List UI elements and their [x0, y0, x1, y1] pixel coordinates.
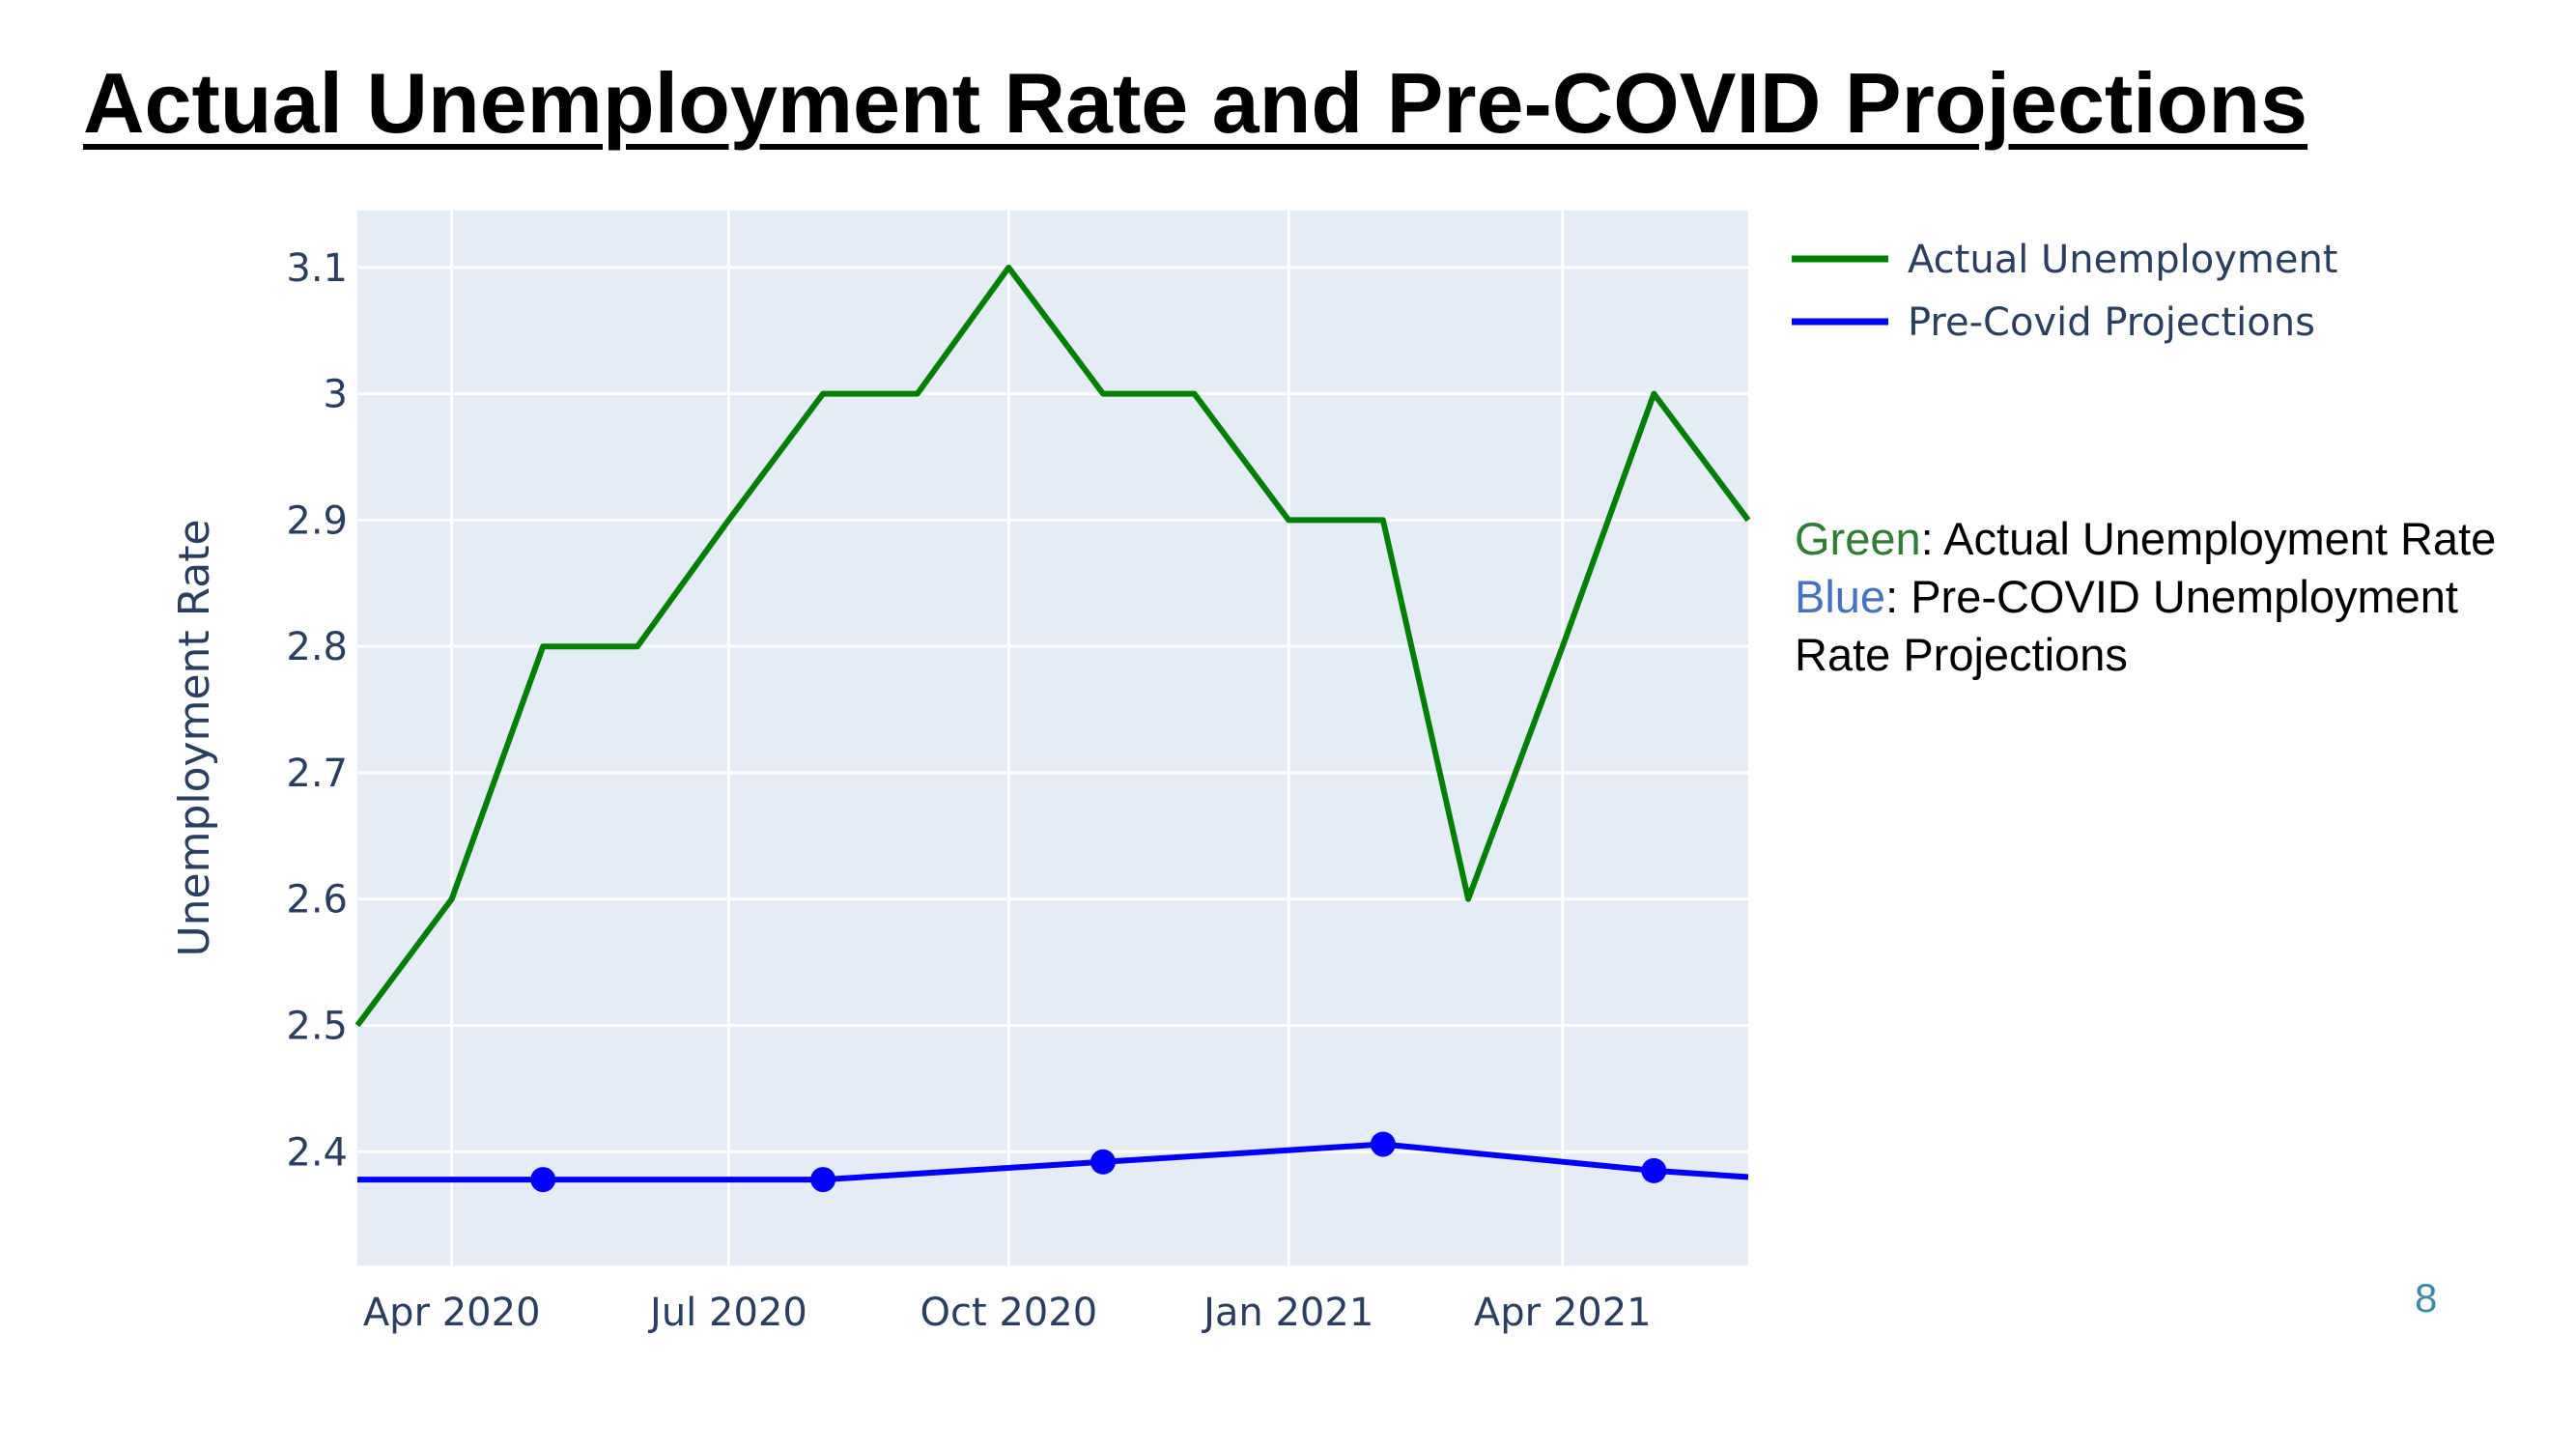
note-green-text: : Actual Unemployment Rate: [1920, 513, 2497, 564]
color-key-note: Green: Actual Unemployment Rate Blue: Pr…: [1795, 510, 2567, 684]
y-tick-label: 3: [324, 373, 348, 417]
y-gridlines: [357, 266, 1748, 1153]
legend-label: Actual Unemployment: [1908, 238, 2338, 282]
data-point-marker: [1370, 1131, 1396, 1157]
y-tick-label: 2.4: [286, 1130, 348, 1175]
y-tick-label: 2.5: [286, 1005, 348, 1049]
slide-title: Actual Unemployment Rate and Pre-COVID P…: [83, 55, 2308, 151]
y-tick-label: 2.6: [286, 878, 348, 923]
x-tick-labels: Apr 2020 Jul 2020 Oct 2020 Jan 2021 Apr 2021: [363, 1291, 1652, 1335]
note-blue-word: Blue: [1795, 571, 1886, 622]
series-line-actual: [354, 264, 1751, 1028]
data-point-marker: [810, 1167, 836, 1193]
legend-label: Pre-Covid Projections: [1908, 300, 2315, 345]
data-point-marker: [530, 1167, 556, 1193]
x-tick-label: Apr 2021: [1474, 1291, 1652, 1335]
data-point-marker: [1641, 1157, 1667, 1183]
y-tick-labels: 2.4 2.5 2.6 2.7 2.8 2.9 3 3.1: [286, 246, 348, 1175]
y-tick-label: 2.8: [286, 625, 348, 669]
note-green-word: Green: [1795, 513, 1921, 564]
x-tick-label: Apr 2020: [363, 1291, 541, 1335]
plot-area: [357, 211, 1748, 1265]
x-tick-label: Jul 2020: [647, 1291, 807, 1335]
y-axis-title: Unemployment Rate: [170, 519, 219, 956]
series-markers: [530, 1131, 1667, 1193]
y-tick-label: 2.7: [286, 752, 348, 796]
y-tick-label: 3.1: [286, 246, 348, 291]
note-line-blue-cont: Rate Projections: [1795, 629, 2128, 680]
note-line-blue: Blue: Pre-COVID Unemployment: [1795, 568, 2567, 626]
x-gridlines: [450, 211, 1565, 1265]
legend[interactable]: Actual Unemployment Pre-Covid Projections: [1792, 238, 2338, 345]
x-tick-label: Oct 2020: [920, 1291, 1097, 1335]
y-tick-label: 2.9: [286, 498, 348, 543]
x-tick-label: Jan 2021: [1201, 1291, 1373, 1335]
data-point-marker: [1090, 1149, 1116, 1175]
note-line-green: Green: Actual Unemployment Rate: [1795, 510, 2567, 568]
note-blue-text: : Pre-COVID Unemployment: [1885, 571, 2458, 622]
page-number: 8: [2415, 1275, 2438, 1321]
